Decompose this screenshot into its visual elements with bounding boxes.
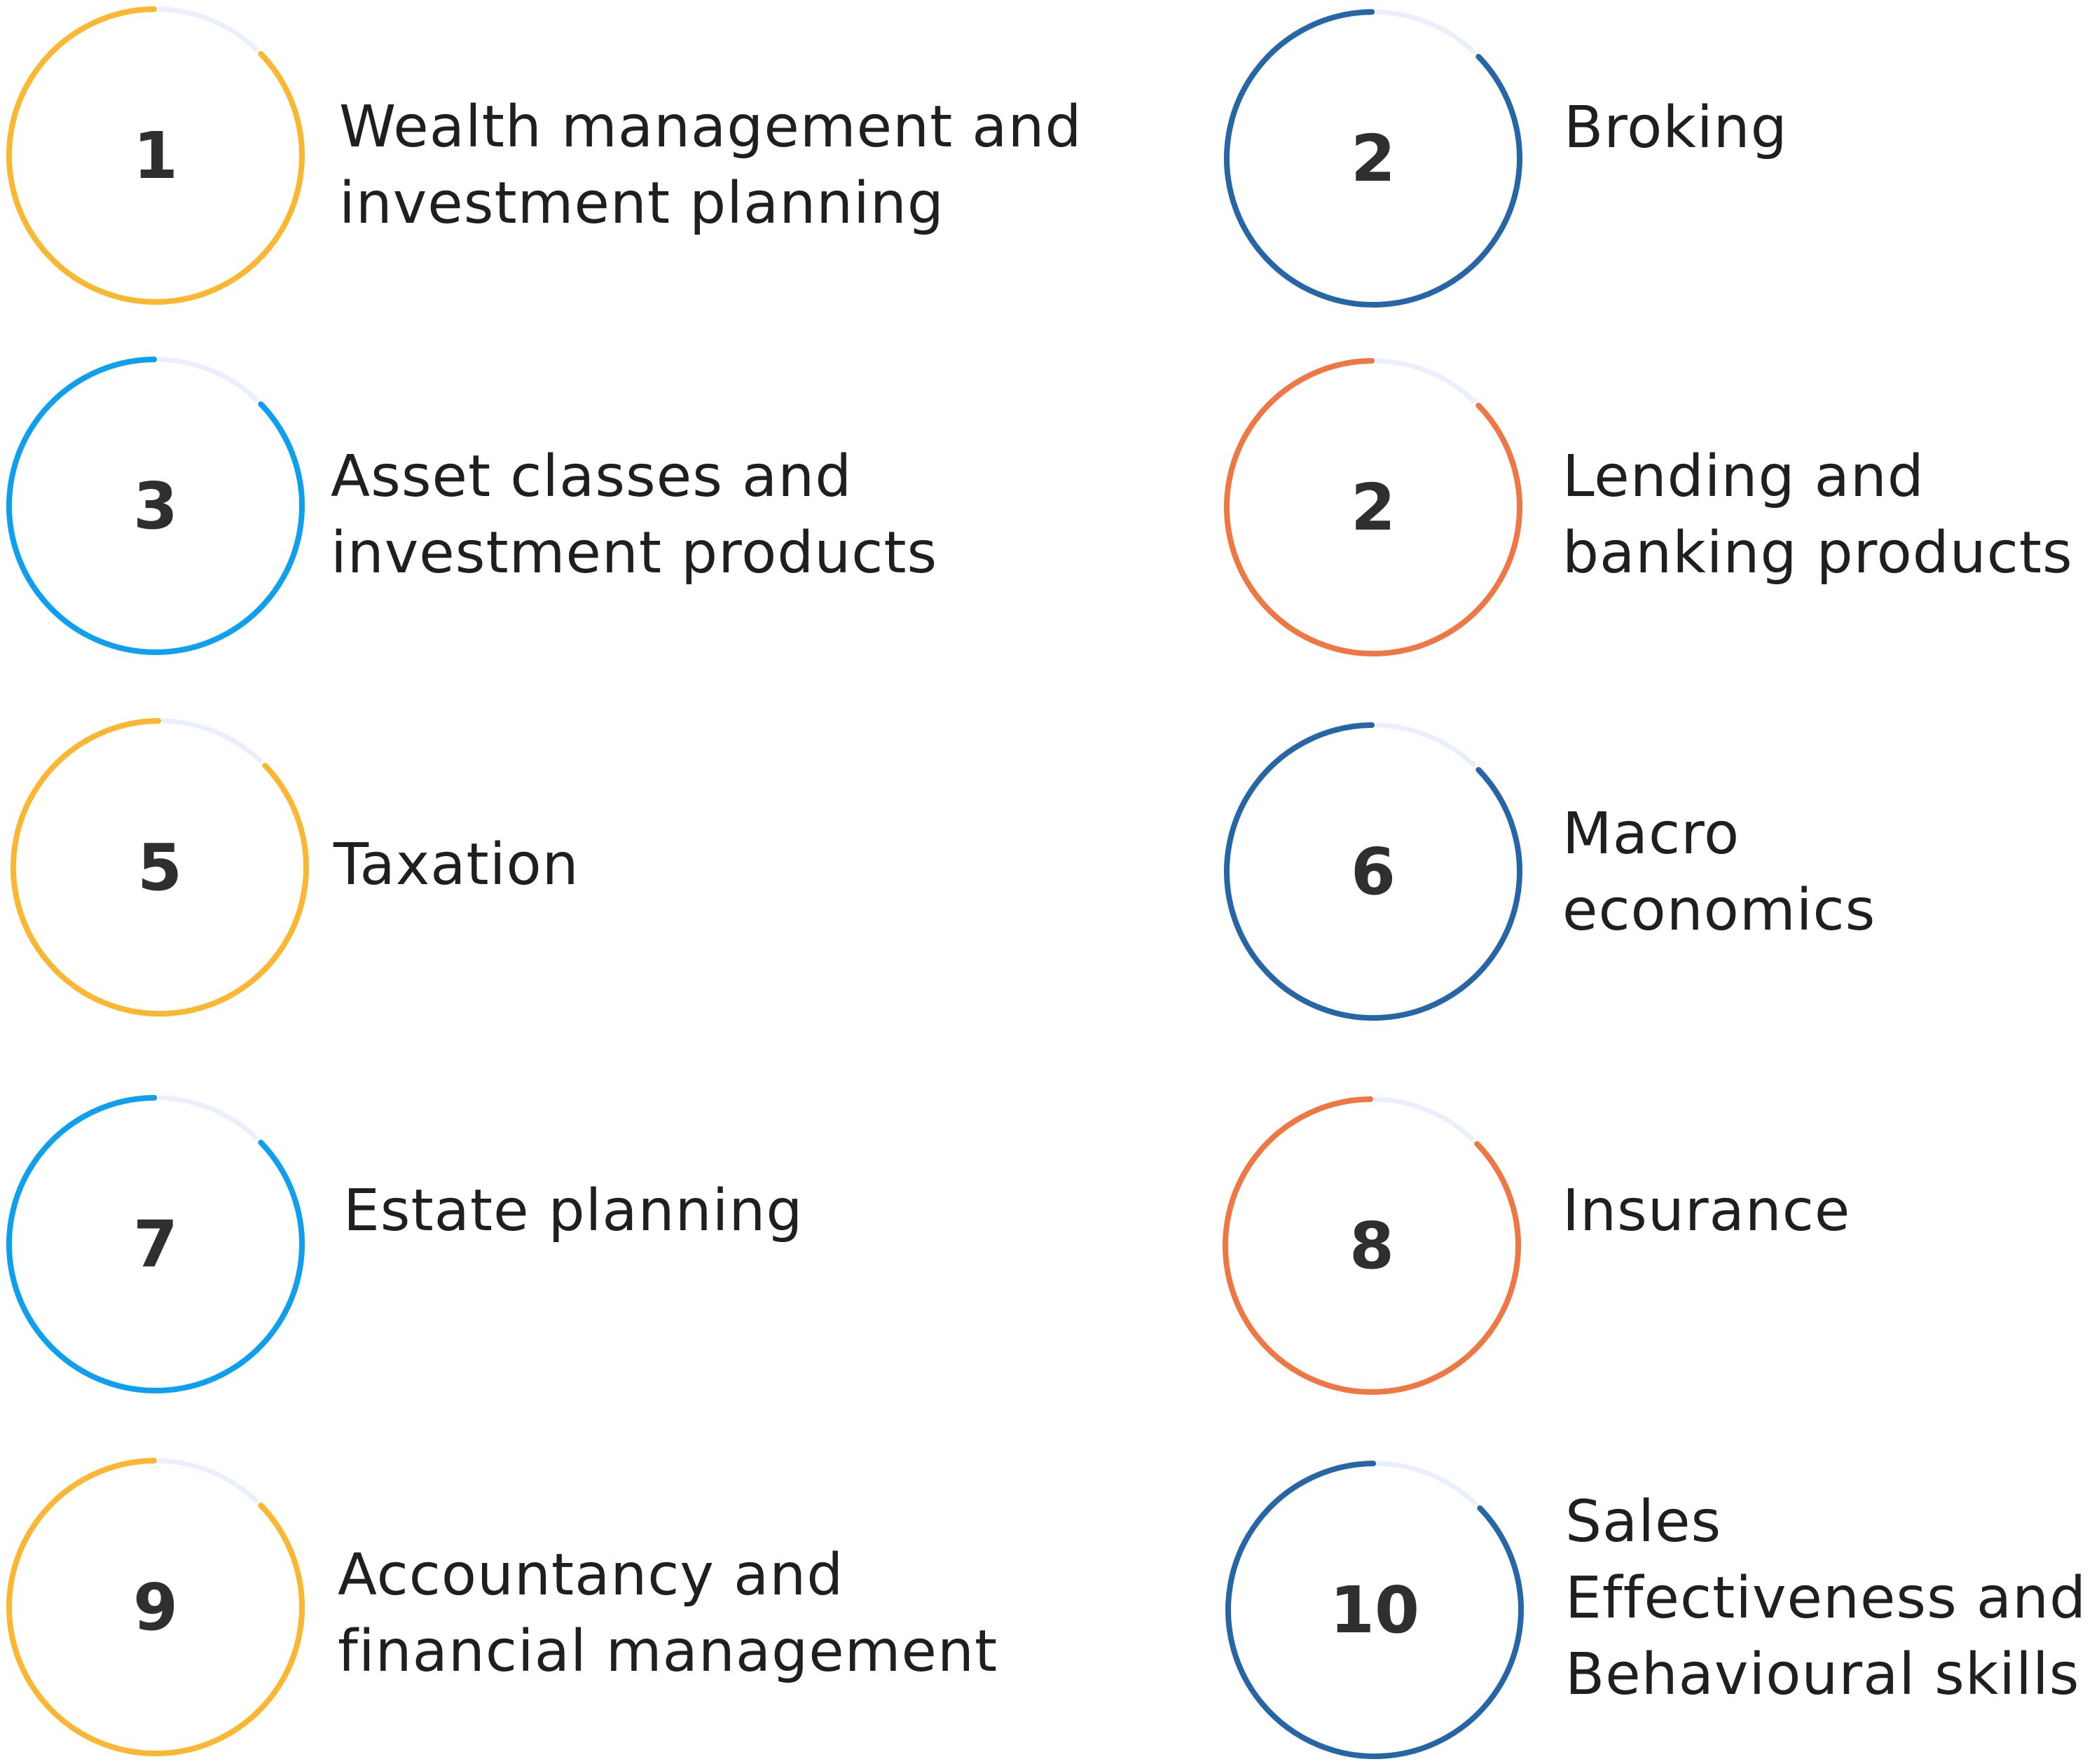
- ring-track: [1375, 722, 1477, 769]
- progress-ring: [1219, 4, 1527, 312]
- topic-label: Accountancy and financial management: [338, 1542, 998, 1685]
- ring-arc: [6, 1458, 305, 1756]
- ring-track: [1375, 9, 1477, 55]
- topic-label: Insurance: [1562, 1178, 1851, 1244]
- ring-arc: [11, 718, 309, 1017]
- topic-number: 1: [132, 118, 178, 193]
- ring-track: [158, 6, 259, 53]
- progress-ring: [1, 1, 310, 310]
- ring-track: [158, 357, 259, 403]
- topic-item-4: 2 Lending and banking products: [1219, 353, 2092, 661]
- ring-arc: [6, 6, 305, 305]
- topic-number: 2: [1350, 120, 1396, 196]
- topic-label: Lending and banking products: [1562, 443, 2073, 586]
- ring-arc: [6, 1095, 305, 1393]
- topic-number: 5: [137, 829, 182, 905]
- topic-label: Taxation: [333, 832, 579, 898]
- ring-track: [158, 1458, 259, 1504]
- progress-ring: [6, 713, 314, 1021]
- ring-track: [158, 1095, 259, 1141]
- topic-item-1: 1 Wealth management and investment planni…: [1, 1, 1082, 310]
- topic-number: 9: [132, 1569, 178, 1645]
- topic-item-5: 5 Taxation: [6, 713, 1042, 1021]
- ring-track: [1377, 1461, 1478, 1507]
- topic-number: 2: [1350, 469, 1396, 545]
- topic-item-3: 3 Asset classes and investment products: [1, 352, 1038, 660]
- ring-arc: [1225, 1461, 1524, 1759]
- ring-arc: [1224, 722, 1522, 1021]
- topic-item-9: 9 Accountancy and financial management: [1, 1453, 1038, 1761]
- topic-label: Macro economics: [1562, 801, 1876, 944]
- topic-label: Sales Effectiveness and Behavioural skills: [1565, 1489, 2087, 1708]
- ring-track: [1374, 1096, 1475, 1143]
- progress-ring: [1219, 353, 1527, 661]
- ring-arc: [1224, 358, 1522, 656]
- progress-ring: [1220, 1456, 1529, 1764]
- ring-track: [1375, 358, 1477, 404]
- progress-ring: [1218, 1091, 1526, 1400]
- topic-item-6: 6 Macro economics: [1219, 717, 2092, 1026]
- topic-number: 10: [1329, 1572, 1420, 1648]
- topic-number: 3: [132, 468, 178, 544]
- topic-number: 7: [132, 1206, 178, 1282]
- topic-item-8: 8 Insurance: [1218, 1091, 2092, 1400]
- ring-track: [162, 718, 263, 764]
- ring-arc: [1224, 9, 1522, 308]
- topic-label: Wealth management and investment planning: [339, 94, 1082, 237]
- progress-ring: [1, 352, 310, 660]
- progress-ring: [1219, 717, 1527, 1026]
- topic-number: 6: [1350, 834, 1396, 909]
- topic-item-10: 10 Sales Effectiveness and Behavioural ski…: [1220, 1456, 2092, 1764]
- ring-arc: [6, 357, 305, 655]
- topic-item-7: 7 Estate planning: [1, 1090, 1038, 1398]
- topic-label: Estate planning: [343, 1178, 804, 1244]
- ring-arc: [1223, 1096, 1521, 1395]
- progress-ring: [1, 1453, 310, 1761]
- topic-label: Broking: [1564, 95, 1788, 161]
- topic-item-2: 2 Broking: [1219, 4, 2092, 312]
- topic-label: Asset classes and investment products: [331, 443, 938, 586]
- topic-number: 8: [1349, 1208, 1394, 1283]
- progress-ring: [1, 1090, 310, 1398]
